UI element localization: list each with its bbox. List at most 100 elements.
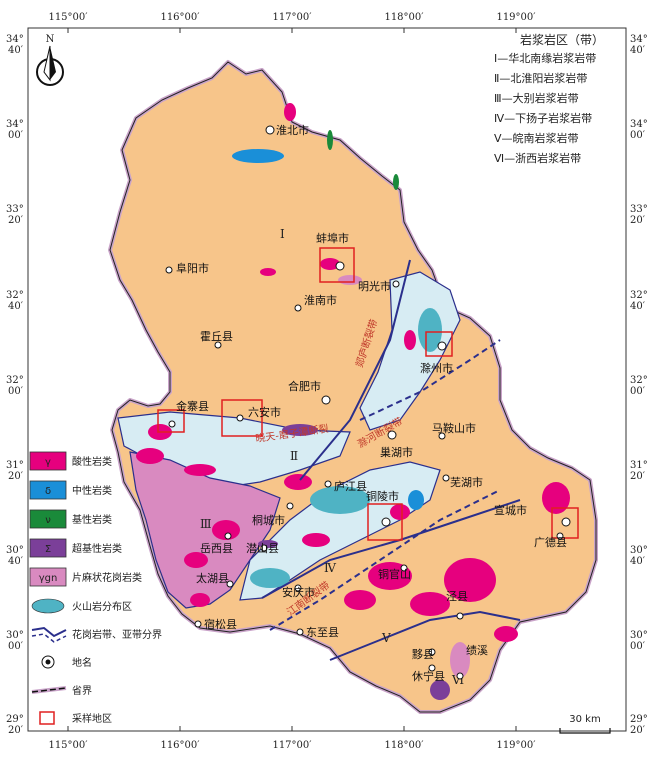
- volcanic-dabie: [250, 568, 290, 588]
- city-huoqiu: 霍丘县: [200, 330, 233, 343]
- legend-sym-gneiss: γgn: [39, 573, 58, 584]
- lon-bottom-5: 119°00′: [496, 740, 536, 751]
- lon-bottom-3: 117°00′: [272, 740, 312, 751]
- legend-label-basic: 基性岩类: [72, 513, 112, 526]
- lat-right-2-min: 00′: [630, 130, 646, 141]
- city-anqing: 安庆市: [282, 585, 315, 599]
- lat-labels: 34° 40′ 34° 00′ 33° 20′ 32° 40′ 32° 00′ …: [6, 34, 648, 736]
- city-qianshan: 潜山县: [246, 541, 279, 555]
- zones-legend-item-1: Ⅰ—华北南缘岩浆岩带: [494, 51, 596, 65]
- lat-left-3-deg: 33°: [6, 204, 24, 215]
- zones-legend-title: 岩浆岩区（带）: [520, 32, 604, 47]
- city-mingguang: 明光市: [358, 279, 391, 293]
- zones-legend: 岩浆岩区（带） Ⅰ—华北南缘岩浆岩带 Ⅱ—北淮阳岩浆岩带 Ⅲ—大别岩浆岩带 Ⅳ—…: [494, 32, 604, 165]
- city-luan: 六安市: [248, 405, 281, 419]
- lat-left-5-deg: 32°: [6, 375, 24, 386]
- city-labels: 淮北市 蚌埠市 阜阳市 淮南市 明光市 霍丘县 滁州市 合肥市 金寨县 六安市 …: [176, 123, 567, 683]
- lat-left-4-deg: 32°: [6, 290, 24, 301]
- city-xuancheng: 宣城市: [494, 503, 527, 517]
- city-xiuning: 休宁县: [412, 669, 445, 683]
- lat-right-3-deg: 33°: [630, 204, 648, 215]
- lat-left-2-min: 00′: [8, 130, 24, 141]
- city-jinzhai: 金寨县: [176, 399, 209, 413]
- city-yixian: 黟县: [412, 648, 434, 661]
- legend-label-ultrabasic: 超基性岩类: [72, 542, 122, 555]
- legend-label-sample: 采样地区: [72, 712, 112, 725]
- lon-bottom-4: 118°00′: [384, 740, 424, 751]
- lat-right-5-min: 00′: [630, 386, 646, 397]
- zone-label-5: Ⅴ: [381, 631, 391, 645]
- zones-legend-item-6: Ⅵ—浙西岩浆岩带: [494, 151, 581, 165]
- lat-left-8-min: 00′: [8, 641, 24, 652]
- lat-right-8-min: 00′: [630, 641, 646, 652]
- lat-left-6-deg: 31°: [6, 460, 24, 471]
- legend-label-volcanic: 火山岩分布区: [72, 600, 132, 613]
- zone-iii-dabie: [129, 451, 281, 609]
- city-jixi: 绩溪: [466, 644, 488, 657]
- city-jingxian: 泾县: [446, 590, 468, 603]
- legend-sym-intermediate: δ: [45, 486, 51, 497]
- lon-top-2: 116°00′: [160, 12, 200, 23]
- city-taihu: 太湖县: [196, 572, 229, 585]
- lat-right-3-min: 20′: [630, 215, 646, 226]
- city-tongguanshan: 铜官山: [378, 567, 411, 581]
- province-border-line: [109, 61, 597, 713]
- legend-sym-ultrabasic: Σ: [45, 544, 51, 555]
- volcanic-lujiang: [310, 486, 370, 514]
- place-symbol-icon: [41, 655, 55, 669]
- zone-label-2: Ⅱ: [290, 449, 298, 463]
- lon-top-4: 118°00′: [384, 12, 424, 23]
- zones-legend-item-5: Ⅴ—皖南岩浆岩带: [494, 131, 579, 145]
- lat-left-8-deg: 30°: [6, 630, 24, 641]
- zones-legend-item-2: Ⅱ—北淮阳岩浆岩带: [494, 71, 587, 85]
- city-chuzhou: 滁州市: [420, 361, 453, 375]
- legend-sym-basic: ν: [45, 515, 51, 526]
- city-lujiang: 庐江县: [334, 479, 367, 493]
- lat-right-8-deg: 30°: [630, 630, 648, 641]
- lon-bottom-1: 115°00′: [48, 740, 88, 751]
- city-tongling: 铜陵市: [366, 489, 399, 503]
- lat-right-6-deg: 31°: [630, 460, 648, 471]
- legend-label-intermediate: 中性岩类: [72, 484, 112, 497]
- map-frame: [27, 27, 627, 732]
- lon-top-5: 119°00′: [496, 12, 536, 23]
- zones-legend-item-4: Ⅳ—下扬子岩浆岩带: [494, 111, 592, 125]
- sample-boxes: [157, 247, 579, 541]
- zones-legend-item-3: Ⅲ—大别岩浆岩带: [494, 91, 579, 105]
- lat-right-9-deg: 29°: [630, 714, 648, 725]
- legend-sym-acid: γ: [45, 457, 51, 468]
- scale-bar: 30 km: [559, 714, 611, 734]
- city-dongzhi: 东至县: [306, 626, 339, 639]
- lat-left-9-deg: 29°: [6, 714, 24, 725]
- lon-bottom-2: 116°00′: [160, 740, 200, 751]
- zone-label-3: Ⅲ: [200, 517, 212, 531]
- lat-left-6-min: 20′: [8, 471, 24, 482]
- city-chaohu: 巢湖市: [380, 445, 413, 459]
- lat-left-9-min: 20′: [8, 725, 24, 736]
- lat-left-1-min: 40′: [8, 45, 24, 56]
- scale-label: 30 km: [569, 714, 600, 725]
- city-wuhu: 芜湖市: [450, 475, 483, 489]
- north-label: N: [46, 34, 55, 45]
- lat-left-1-deg: 34°: [6, 34, 24, 45]
- lat-left-2-deg: 34°: [6, 119, 24, 130]
- lon-top-1: 115°00′: [48, 12, 88, 23]
- frame-ticks: [67, 28, 517, 731]
- city-markers: [165, 125, 571, 680]
- lat-left-3-min: 20′: [8, 215, 24, 226]
- lat-right-2-deg: 34°: [630, 119, 648, 130]
- lat-right-4-deg: 32°: [630, 290, 648, 301]
- acid-intrusions: [136, 103, 570, 642]
- city-huaibei: 淮北市: [276, 123, 309, 137]
- lat-right-7-min: 40′: [630, 556, 646, 567]
- legend-label-zone-boundary: 花岗岩带、亚带分界: [72, 628, 162, 641]
- legend-label-acid: 酸性岩类: [72, 455, 112, 468]
- lat-left-7-min: 40′: [8, 556, 24, 567]
- north-arrow-icon: [36, 45, 64, 86]
- lat-left-4-min: 40′: [8, 301, 24, 312]
- city-yuexi: 岳西县: [200, 542, 233, 555]
- city-fuyang: 阜阳市: [176, 261, 209, 275]
- lat-right-6-min: 20′: [630, 471, 646, 482]
- city-tongcheng: 桐城市: [252, 513, 285, 527]
